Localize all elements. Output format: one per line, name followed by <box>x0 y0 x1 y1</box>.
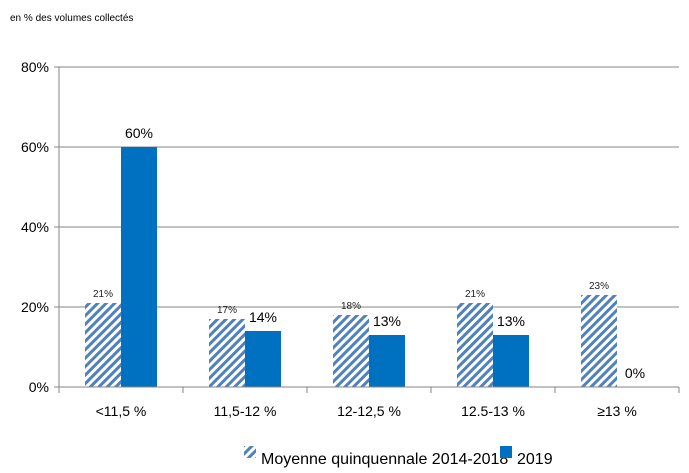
bar-moyenne <box>85 303 121 387</box>
x-tick-label: ≥13 % <box>597 403 637 419</box>
x-tick-label: 12-12,5 % <box>337 403 401 419</box>
data-label: 18% <box>341 301 361 312</box>
y-tick-label: 0% <box>29 379 49 395</box>
legend-label-2019: 2019 <box>517 451 553 468</box>
data-labels: 21% 60% 17% 14% 18% 13% 21% 13% 23% 0% <box>93 125 645 381</box>
bar-moyenne <box>333 315 369 387</box>
y-tick-label: 20% <box>21 299 49 315</box>
gridlines <box>59 66 679 308</box>
data-label: 21% <box>93 289 113 300</box>
bar-moyenne <box>581 295 617 387</box>
bars <box>85 147 617 387</box>
data-label: 60% <box>125 125 153 141</box>
legend-swatch-2019 <box>500 446 512 458</box>
x-tick-label: 11,5-12 % <box>214 403 277 419</box>
data-label: 13% <box>497 313 525 329</box>
y-tick-label: 60% <box>21 139 49 155</box>
y-tick-label: 80% <box>21 59 49 75</box>
data-label: 23% <box>589 281 609 292</box>
bar-2019 <box>121 147 157 387</box>
data-label: 21% <box>465 289 485 300</box>
legend-swatch-moyenne <box>244 446 256 458</box>
x-tick-label: 12.5-13 % <box>461 403 525 419</box>
y-axis-ticks: 0% 20% 40% 60% 80% <box>21 59 59 395</box>
x-axis-ticks: <11,5 % 11,5-12 % 12-12,5 % 12.5-13 % ≥13 % <box>58 387 680 419</box>
y-tick-label: 40% <box>21 219 49 235</box>
bar-2019 <box>369 335 405 387</box>
bar-2019 <box>493 335 529 387</box>
data-label: 17% <box>217 305 237 316</box>
data-label: 13% <box>373 313 401 329</box>
bar-moyenne <box>209 319 245 387</box>
x-tick-label: <11,5 % <box>96 403 147 419</box>
legend-label-moyenne: Moyenne quinquennale 2014-2018 <box>261 451 508 468</box>
data-label: 14% <box>249 309 277 325</box>
unit-label: en % des volumes collectés <box>10 13 133 24</box>
legend: Moyenne quinquennale 2014-2018 2019 <box>244 446 553 468</box>
bar-2019 <box>245 331 281 387</box>
bar-moyenne <box>457 303 493 387</box>
data-label: 0% <box>625 365 645 381</box>
